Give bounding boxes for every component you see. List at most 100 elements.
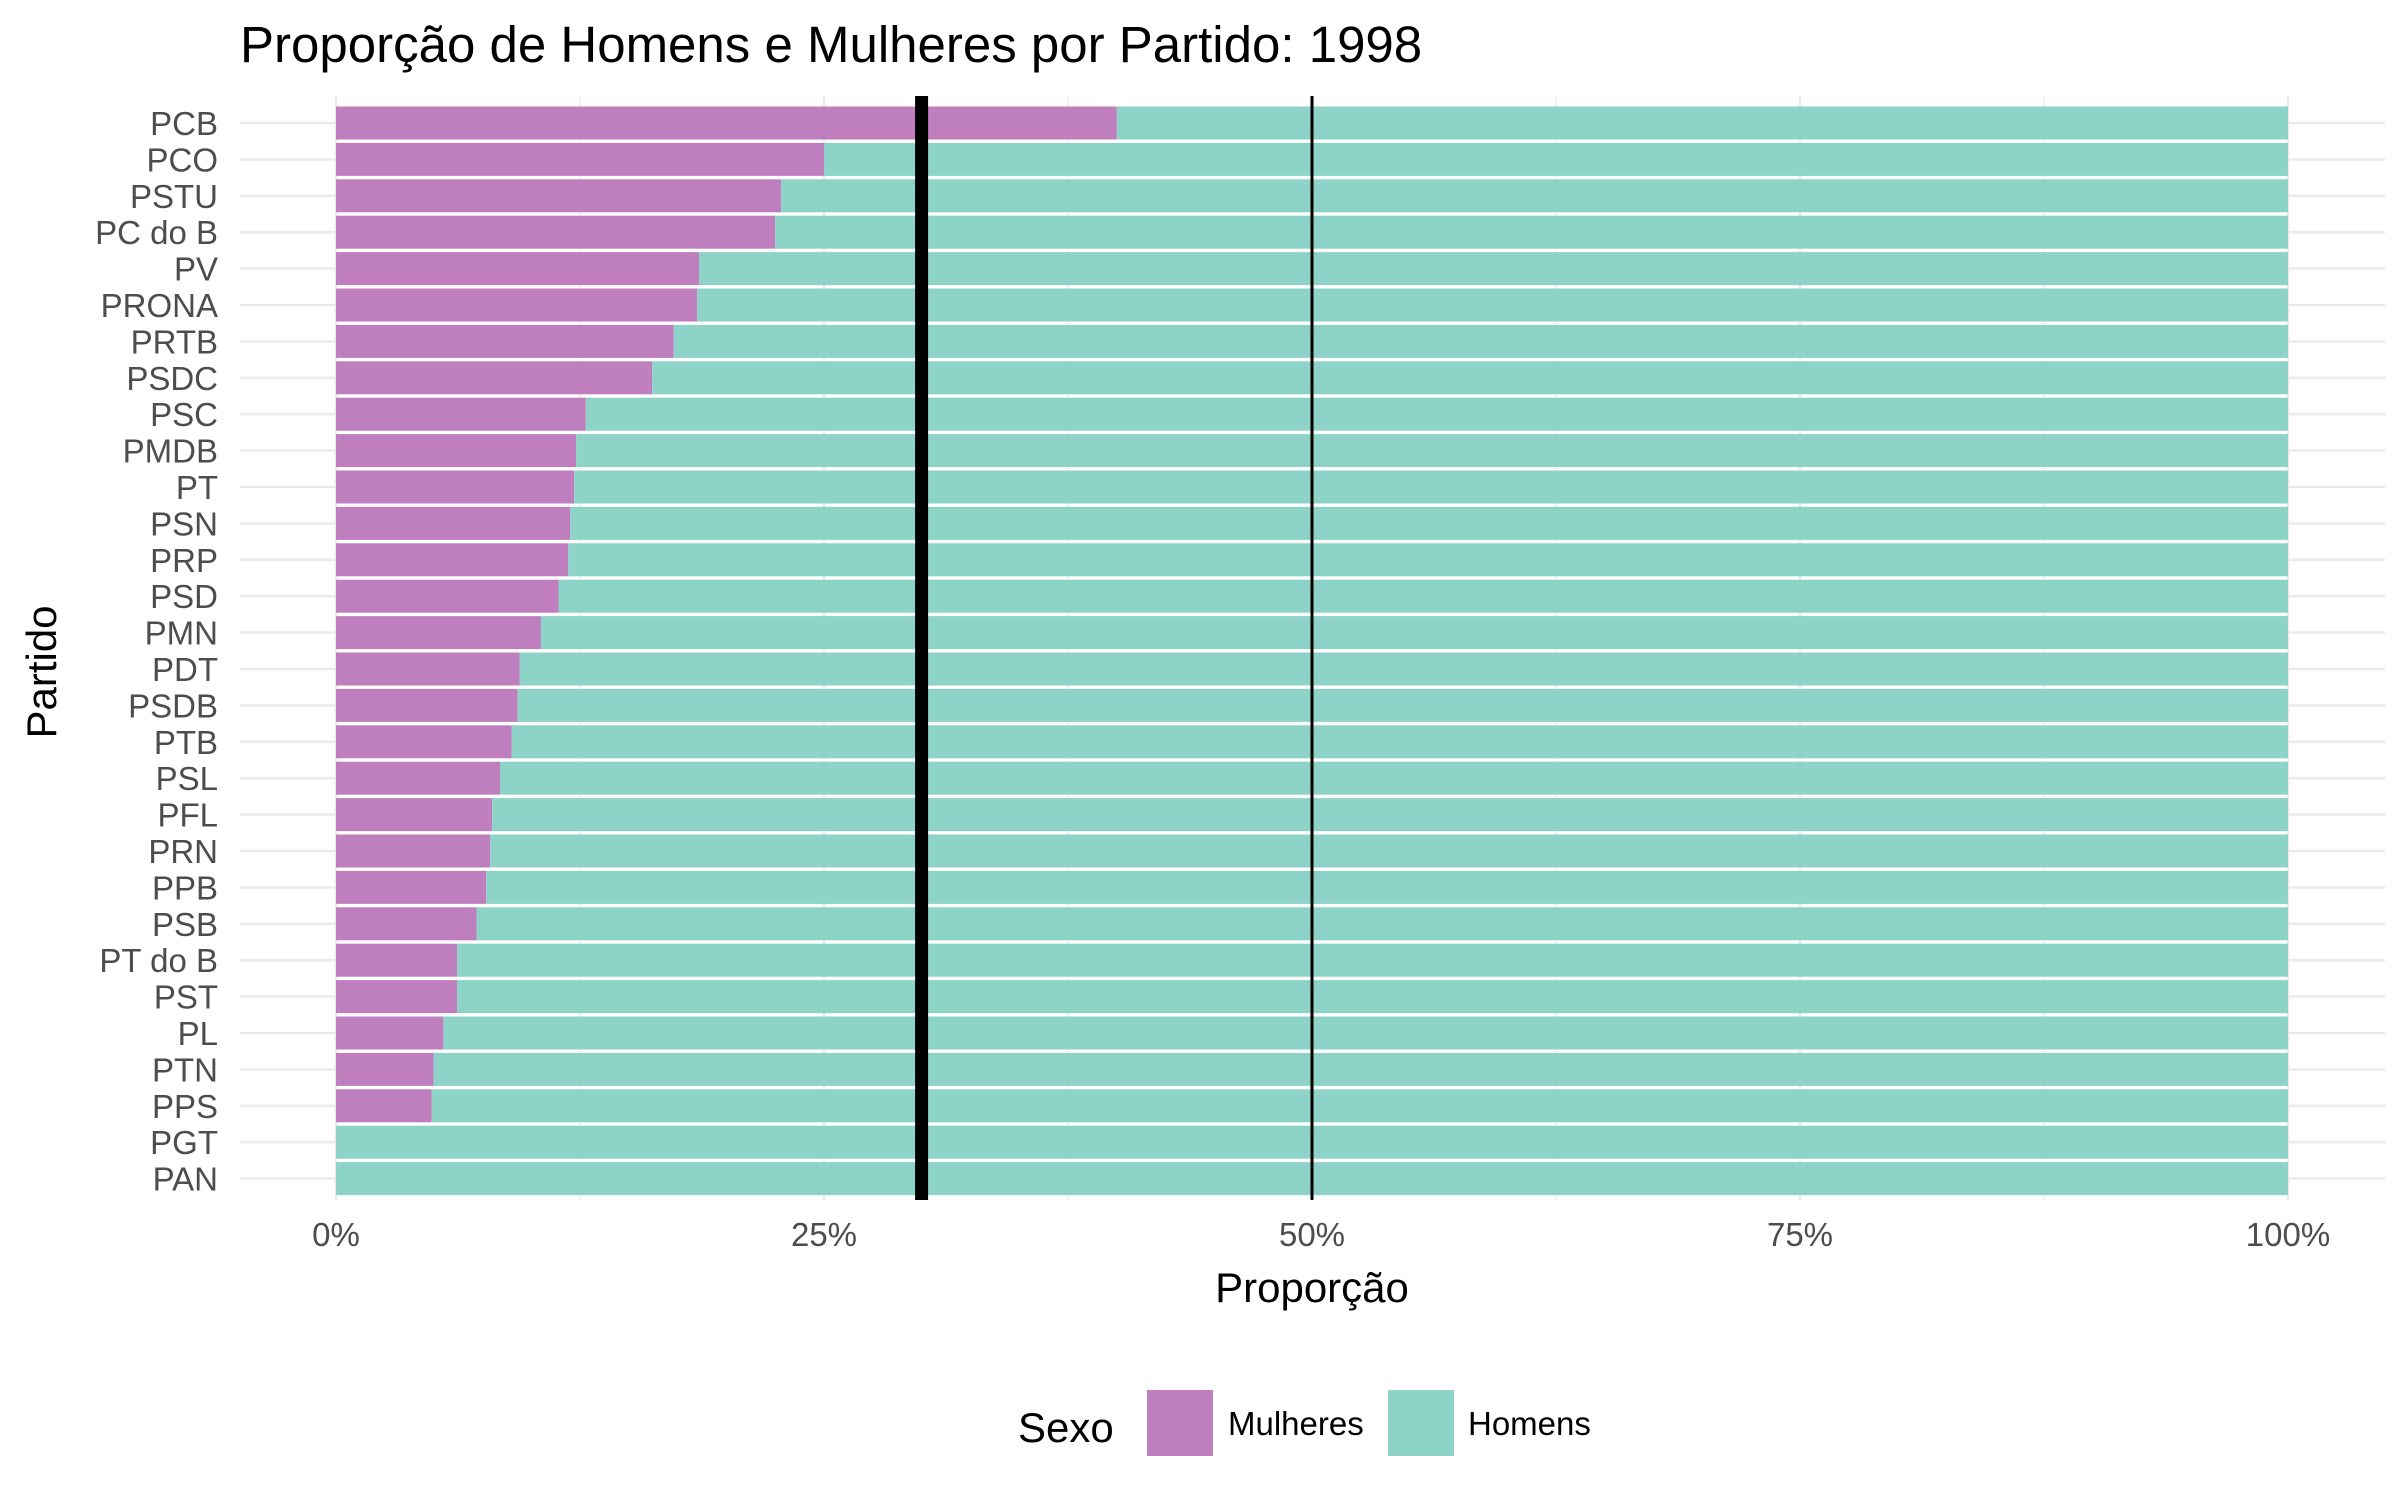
bar-homens (824, 142, 2288, 176)
x-tick-label: 25% (791, 1216, 857, 1253)
bar-homens (699, 252, 2288, 286)
x-tick-label: 75% (1767, 1216, 1833, 1253)
bar-mulheres (336, 616, 541, 650)
bar-mulheres (336, 834, 491, 868)
bar-mulheres (336, 252, 700, 286)
y-tick-label: PSDB (128, 687, 218, 724)
bar-mulheres (336, 506, 571, 540)
y-tick-label: PAN (153, 1161, 218, 1198)
bar-mulheres (336, 361, 653, 395)
bar-homens (457, 943, 2289, 977)
bar-homens (519, 652, 2288, 686)
bar-homens (652, 361, 2288, 395)
bar-mulheres (336, 142, 824, 176)
bar-homens (1116, 106, 2288, 140)
y-tick-label: PTB (154, 724, 218, 761)
y-tick-label: PDT (152, 651, 218, 688)
bar-homens (517, 688, 2288, 722)
y-tick-label: PSB (152, 906, 218, 943)
y-tick-label: PCB (150, 105, 218, 142)
y-tick-label: PMDB (123, 433, 218, 470)
y-tick-label: PT (176, 469, 218, 506)
bar-homens (431, 1089, 2289, 1123)
bar-homens (697, 288, 2288, 322)
bar-mulheres (336, 761, 500, 795)
bar-mulheres (336, 943, 458, 977)
bar-mulheres (336, 1016, 444, 1050)
y-tick-label: PSD (150, 578, 218, 615)
y-tick-label: PSL (156, 760, 218, 797)
bar-mulheres (336, 106, 1117, 140)
bar-mulheres (336, 288, 698, 322)
bar-homens (511, 725, 2289, 759)
x-tick-label: 0% (312, 1216, 360, 1253)
legend: Sexo Mulheres Homens (1018, 1390, 1591, 1456)
bar-mulheres (336, 688, 518, 722)
bar-homens (570, 506, 2288, 540)
y-axis-label: Partido (18, 605, 65, 738)
bar-mulheres (336, 470, 575, 504)
y-tick-label: PSC (150, 396, 218, 433)
y-tick-label: PRTB (131, 323, 218, 360)
bar-mulheres (336, 434, 577, 468)
x-axis-ticks: 0% 25% 50% 75% 100% (312, 1216, 2330, 1253)
bar-homens (576, 434, 2289, 468)
y-tick-label: PGT (150, 1124, 218, 1161)
x-tick-label: 50% (1279, 1216, 1345, 1253)
reference-lines (915, 96, 1314, 1200)
bar-homens (558, 579, 2288, 613)
bar-homens (499, 761, 2288, 795)
bar-mulheres (336, 652, 520, 686)
legend-key-homens (1388, 1390, 1454, 1456)
y-tick-label: PSTU (130, 178, 218, 215)
y-tick-label: PST (154, 979, 218, 1016)
bar-homens (457, 980, 2289, 1014)
bar-mulheres (336, 324, 674, 358)
x-tick-label: 100% (2246, 1216, 2330, 1253)
y-tick-label: PRONA (101, 287, 218, 324)
y-tick-label: PMN (145, 615, 218, 652)
bar-homens (433, 1052, 2289, 1086)
y-tick-label: PFL (157, 797, 218, 834)
bars (336, 106, 2289, 1196)
legend-label: Homens (1468, 1405, 1591, 1442)
bar-mulheres (336, 543, 569, 577)
bar-homens (486, 870, 2289, 904)
bar-homens (574, 470, 2288, 504)
bar-homens (673, 324, 2288, 358)
bar-homens (540, 616, 2289, 650)
bar-homens (775, 215, 2289, 249)
legend-label: Mulheres (1228, 1405, 1364, 1442)
y-tick-label: PCO (146, 141, 218, 178)
y-tick-label: PTN (152, 1051, 218, 1088)
y-tick-label: PC do B (95, 214, 218, 251)
y-tick-label: PRP (150, 542, 218, 579)
legend-key-mulheres (1147, 1390, 1213, 1456)
chart-title: Proporção de Homens e Mulheres por Parti… (240, 16, 1422, 73)
bar-mulheres (336, 870, 487, 904)
y-tick-label: PT do B (99, 942, 218, 979)
y-tick-label: PV (174, 251, 218, 288)
bar-mulheres (336, 397, 586, 431)
bar-mulheres (336, 579, 559, 613)
y-tick-label: PPS (152, 1088, 218, 1125)
y-tick-label: PRN (148, 833, 218, 870)
y-tick-label: PL (178, 1015, 218, 1052)
bar-mulheres (336, 798, 493, 832)
bar-homens (781, 179, 2288, 213)
bar-mulheres (336, 179, 782, 213)
y-tick-label: PSN (150, 505, 218, 542)
bar-homens (490, 834, 2288, 868)
bar-mulheres (336, 980, 458, 1014)
legend-title: Sexo (1018, 1404, 1114, 1451)
x-axis-label: Proporção (1215, 1264, 1409, 1311)
bar-homens (492, 798, 2288, 832)
bar-mulheres (336, 1052, 434, 1086)
bar-homens (443, 1016, 2288, 1050)
bar-homens (585, 397, 2289, 431)
bar-mulheres (336, 725, 512, 759)
bar-mulheres (336, 215, 776, 249)
y-tick-label: PSDC (126, 360, 218, 397)
